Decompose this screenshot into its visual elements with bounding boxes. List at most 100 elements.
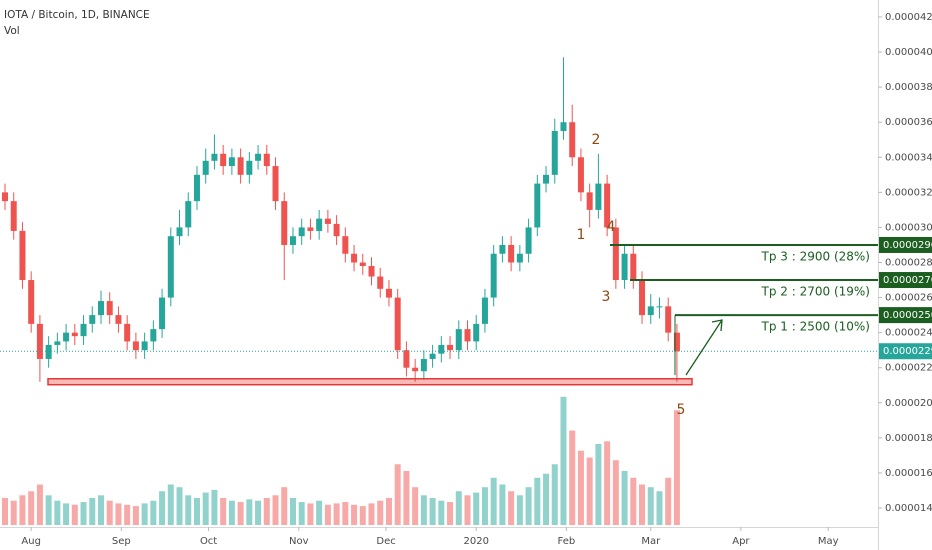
candle-body [237,157,244,175]
volume-bar [71,504,78,525]
candle-body [115,315,122,324]
y-tick-label: 0.00003000 [885,222,932,233]
volume-bar [89,498,96,525]
volume-bar [246,499,253,525]
candle-body [490,253,497,298]
candle-body [525,227,532,254]
volume-bar [473,492,480,525]
volume-bar [316,500,323,525]
volume-bar [534,477,541,525]
candle-body [246,160,253,175]
volume-bar [481,487,488,525]
x-tick-label: Nov [289,536,309,547]
support-band [47,377,693,386]
volume-bar [220,498,227,525]
wave-label: 4 [607,219,616,235]
y-tick-label: 0.00001600 [885,468,932,479]
volume-bar [307,503,314,525]
wave-label: 5 [677,402,686,418]
arrow-line [685,319,723,376]
volume-bar [176,487,183,525]
volume-bar [412,487,419,525]
candle-body [71,332,78,337]
volume-bar [115,503,122,525]
volume-bar [525,487,532,525]
candle-body [28,280,35,324]
candle-body [36,323,43,359]
candle-body [464,329,471,342]
volume-bar [516,495,523,525]
volume-bar [543,473,550,525]
candle-body [560,122,567,131]
x-tick-label: Oct [200,536,217,547]
volume-bar [63,503,70,525]
candle-body [124,323,131,342]
volume-bar [385,498,392,525]
candle-body [298,227,305,237]
volume-bar [447,502,454,525]
candle-body [359,262,366,267]
y-tick-label: 0.00003600 [885,117,932,128]
candle-body [159,297,166,330]
volume-bar [560,396,567,525]
wave-label: 3 [602,289,611,305]
candle-body [63,332,70,342]
candle-body [324,218,331,224]
volume-bar [429,498,436,525]
volume-bar [19,495,26,525]
target-box [879,307,932,324]
x-tick-label: Apr [732,536,750,547]
candle-body [185,201,192,228]
wave-label: 1 [577,227,586,243]
candle-body [263,153,270,167]
volume-bar [673,410,680,525]
candle-body [647,306,654,316]
volume-bar [193,498,200,525]
candle-body [167,236,174,298]
candle-body [604,183,611,228]
target-label: 0.00002900 [883,240,932,251]
volume-bar [621,471,628,525]
target-box [879,272,932,289]
candle-body [10,201,17,231]
volume-bar [577,450,584,525]
candle-body [612,227,619,281]
volume-bar [263,498,270,525]
volume-bar [551,464,558,525]
volume-bar [2,498,8,525]
candle-body [132,341,139,351]
volume-bar [368,503,375,525]
volume-bar [508,491,515,525]
volume-bar [281,487,288,525]
y-tick-label: 0.00002000 [885,398,932,409]
wave-label: 2 [592,132,601,148]
candle-body [412,367,419,372]
x-tick-label: Feb [558,536,576,547]
volume-bar [394,464,401,525]
y-tick-label: 0.00003800 [885,82,932,93]
last-price-box [879,343,932,360]
target-label: 0.00002500 [883,310,932,321]
volume-bar [455,491,462,525]
volume-bar [342,502,349,525]
volume-bar [159,491,166,525]
x-tick-label: Dec [376,536,395,547]
volume-bar [569,430,576,525]
candle-body [150,329,157,342]
volume-bar [211,489,218,525]
volume-bar [438,500,445,525]
candle-body [516,253,523,263]
candle-body [429,353,436,359]
candle-body [106,301,113,316]
volume-bar [185,495,192,525]
volume-bar [639,484,646,525]
y-tick-label: 0.00001400 [885,503,932,514]
candle-body [508,244,515,263]
candle-body [316,218,323,231]
candle-body [176,227,183,237]
candle-body [19,230,26,281]
candle-body [394,297,401,351]
candle-body [403,350,410,368]
candle-body [534,183,541,228]
